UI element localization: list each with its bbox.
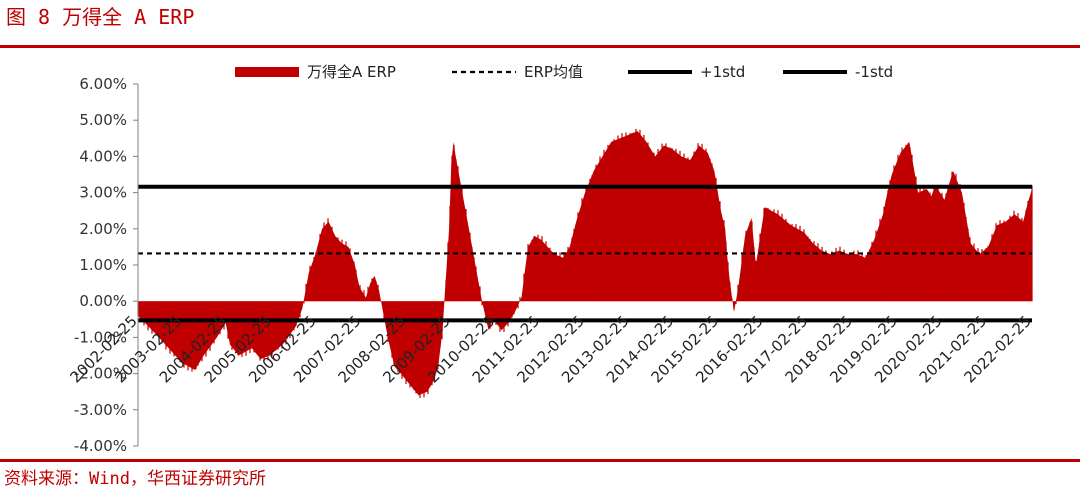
legend-label-minus-1std: -1std	[855, 63, 893, 81]
y-tick-label: 6.00%	[79, 75, 127, 93]
y-tick-label: 3.00%	[79, 184, 127, 202]
y-tick-label: 5.00%	[79, 111, 127, 129]
legend-swatch-erp	[235, 67, 299, 77]
y-tick-label: 1.00%	[79, 256, 127, 274]
figure-title: 图 8 万得全 A ERP	[6, 5, 195, 29]
y-tick-label: -3.00%	[74, 401, 127, 419]
y-tick-label: 2.00%	[79, 220, 127, 238]
source-note: 资料来源：Wind，华西证券研究所	[4, 469, 266, 489]
reference-lines-layer	[138, 184, 1032, 323]
erp-area-layer	[137, 128, 1033, 399]
erp-area	[138, 131, 1032, 396]
y-tick-label: 4.00%	[79, 147, 127, 165]
bottom-divider	[0, 459, 1080, 462]
y-axis: 6.00% 5.00% 4.00% 3.00% 2.00% 1.00% 0.00% -1.00…	[74, 75, 139, 455]
y-tick-label: -4.00%	[74, 437, 127, 455]
legend-label-plus-1std: +1std	[700, 63, 745, 81]
chart-legend: 万得全A ERP ERP均值 +1std -1std	[235, 63, 893, 81]
y-tick-label: -2.00%	[74, 365, 127, 383]
y-tick-label: 0.00%	[79, 292, 127, 310]
legend-label-mean: ERP均值	[524, 63, 583, 81]
y-tick-label: -1.00%	[74, 328, 127, 346]
legend-label-erp: 万得全A ERP	[307, 63, 396, 81]
x-axis-tick-labels: 2002-02-252003-02-252004-02-252005-02-25…	[66, 312, 1034, 386]
top-divider	[0, 45, 1080, 48]
